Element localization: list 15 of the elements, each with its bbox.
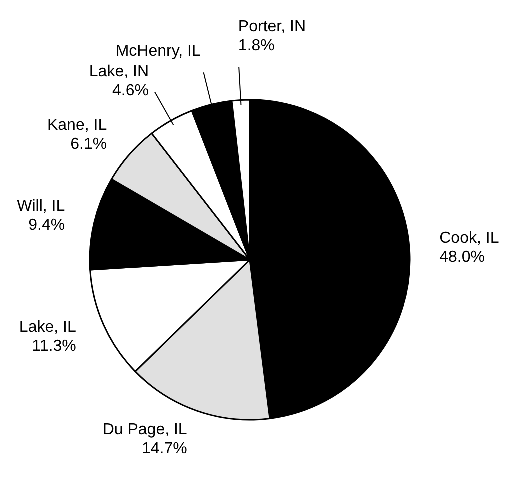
data-label: 14.7% <box>142 440 188 458</box>
data-label: 48.0% <box>440 249 485 266</box>
slice-label: Kane, IL <box>47 116 108 134</box>
slice-label: Lake, IL <box>19 319 76 336</box>
slice-label: Porter, IN <box>238 18 306 36</box>
data-label: 11.3% <box>32 338 76 356</box>
data-label: 9.4% <box>28 217 66 234</box>
data-label: 4.6% <box>112 82 149 100</box>
data-label: 1.8% <box>238 37 275 54</box>
data-label: 6.1% <box>70 136 108 153</box>
slice-label: Du Page, IL <box>102 421 188 438</box>
slice-label: Cook, IL <box>440 230 500 248</box>
slice-label: McHenry, IL <box>116 42 201 60</box>
slice-label: Lake, IN <box>89 64 149 81</box>
slice-label: Will, IL <box>17 198 66 216</box>
